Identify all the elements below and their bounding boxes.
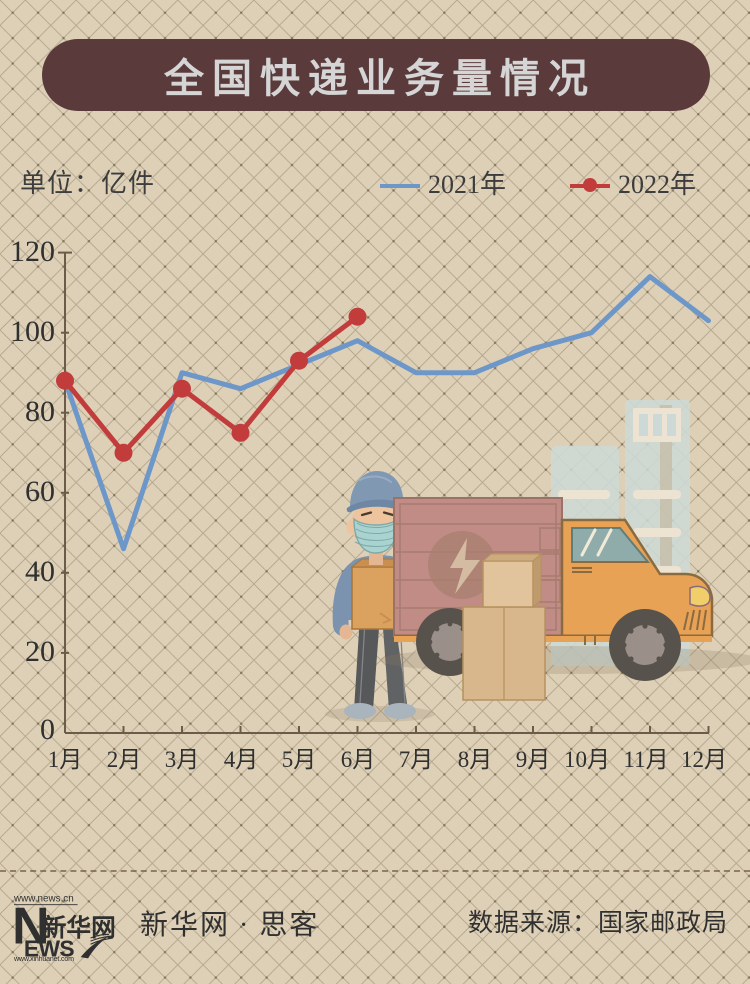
svg-text:www.xinhuanet.com: www.xinhuanet.com bbox=[13, 955, 74, 963]
